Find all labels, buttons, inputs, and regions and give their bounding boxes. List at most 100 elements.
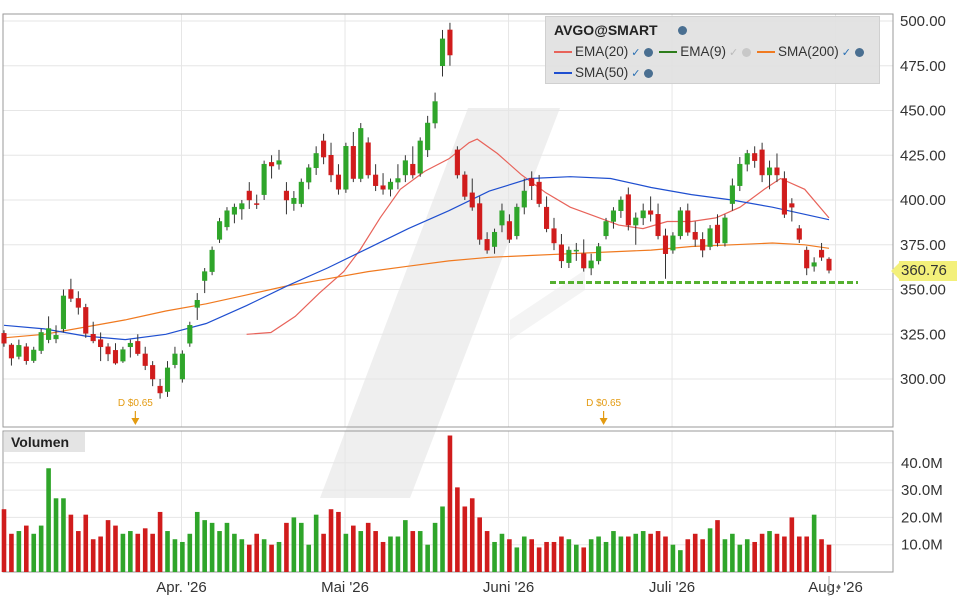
legend-item-ema9[interactable]: EMA(9) ✓ bbox=[659, 44, 752, 59]
volume-bar bbox=[551, 541, 557, 572]
candle-body bbox=[447, 29, 453, 56]
volume-bar bbox=[432, 522, 438, 572]
candle-body bbox=[53, 335, 59, 340]
volume-bar bbox=[566, 539, 572, 572]
price-tick-label: 475.00 bbox=[900, 58, 946, 75]
volume-tick-label: 30.0M bbox=[901, 482, 943, 499]
candle-body bbox=[648, 210, 654, 215]
last-price-pointer bbox=[891, 263, 899, 279]
volume-bar bbox=[38, 525, 44, 572]
volume-bar bbox=[120, 533, 126, 572]
candle-body bbox=[380, 185, 386, 190]
legend-label-sma200: SMA(200) bbox=[778, 44, 839, 59]
eye-icon[interactable] bbox=[742, 47, 752, 57]
candle-body bbox=[789, 203, 795, 208]
volume-bar bbox=[588, 539, 594, 572]
candle-body bbox=[343, 146, 349, 190]
candle-body bbox=[410, 163, 416, 176]
candle-body bbox=[269, 162, 275, 167]
candle-body bbox=[499, 210, 505, 226]
candle-body bbox=[276, 160, 282, 165]
candle-body bbox=[60, 295, 67, 330]
volume-bar bbox=[692, 533, 698, 572]
candle-body bbox=[662, 235, 669, 254]
legend-item-sma50[interactable]: SMA(50) ✓ bbox=[554, 65, 654, 80]
volume-bar bbox=[573, 544, 579, 572]
volume-bar bbox=[68, 514, 74, 572]
volume-tick-label: 40.0M bbox=[901, 455, 943, 472]
candle-body bbox=[194, 299, 200, 308]
legend-row-1: EMA(20) ✓ EMA(9) ✓ SMA(200) ✓ bbox=[554, 44, 866, 59]
legend-item-ema20[interactable]: EMA(20) ✓ bbox=[554, 44, 654, 59]
volume-bar bbox=[722, 539, 728, 572]
candle-body bbox=[105, 346, 111, 355]
volume-bar bbox=[447, 435, 453, 572]
volume-bar bbox=[76, 531, 81, 572]
volume-bar bbox=[291, 517, 297, 572]
candle-body bbox=[633, 217, 639, 226]
candle-body bbox=[157, 385, 163, 394]
volume-bar bbox=[217, 531, 222, 572]
candle-body bbox=[142, 353, 148, 366]
candle-body bbox=[254, 203, 260, 205]
volume-bar bbox=[83, 514, 89, 572]
candle-body bbox=[8, 344, 14, 359]
volume-bar bbox=[477, 517, 482, 572]
eye-icon[interactable] bbox=[678, 26, 687, 35]
candle-body bbox=[692, 231, 698, 240]
volume-bar bbox=[113, 525, 118, 572]
date-tick-label: Juni '26 bbox=[483, 579, 534, 596]
candle-body bbox=[120, 349, 126, 362]
check-icon: ✓ bbox=[729, 47, 739, 59]
legend-item-sma200[interactable]: SMA(200) ✓ bbox=[757, 44, 864, 59]
volume-bar bbox=[811, 514, 817, 572]
volume-bar bbox=[53, 498, 59, 572]
eye-icon[interactable] bbox=[855, 47, 864, 57]
dividend-label: D $0.65 bbox=[118, 398, 153, 409]
candle-body bbox=[514, 206, 520, 237]
sma200-swatch bbox=[757, 51, 775, 54]
price-tick-label: 450.00 bbox=[900, 103, 946, 120]
volume-bar bbox=[380, 541, 386, 572]
volume-bar bbox=[150, 533, 155, 572]
volume-bar bbox=[306, 544, 312, 572]
eye-icon[interactable] bbox=[644, 47, 654, 57]
volume-bar bbox=[410, 531, 416, 572]
candle-body bbox=[558, 244, 564, 262]
volume-panel-title: Volumen bbox=[4, 432, 85, 452]
legend-title: AVGO@SMART bbox=[554, 22, 658, 38]
candle-body bbox=[231, 206, 237, 215]
overlay-sma50 bbox=[3, 176, 830, 341]
candle-body bbox=[306, 167, 312, 183]
volume-bar bbox=[529, 539, 535, 572]
volume-bar bbox=[685, 539, 691, 572]
volume-bar bbox=[499, 533, 505, 572]
volume-bar bbox=[462, 506, 468, 572]
candle-body bbox=[454, 149, 460, 176]
eye-icon[interactable] bbox=[644, 68, 654, 78]
candle-body bbox=[150, 365, 156, 380]
candle-body bbox=[387, 181, 394, 190]
candle-body bbox=[826, 258, 832, 271]
price-tick-label: 400.00 bbox=[900, 192, 946, 209]
candle-body bbox=[261, 163, 267, 195]
scroll-arrow-icon: ♦ bbox=[836, 582, 841, 593]
price-tick-label: 500.00 bbox=[900, 13, 946, 30]
candle-body bbox=[618, 199, 624, 211]
volume-bar bbox=[789, 517, 795, 572]
candle-body bbox=[573, 249, 579, 252]
date-tick-label: Apr. '26 bbox=[156, 579, 206, 596]
volume-tick-label: 20.0M bbox=[901, 509, 943, 526]
candle-body bbox=[298, 181, 304, 204]
date-axis: Apr. '26 Mai '26 Juni '26 Juli '26 Aug. '26♦ bbox=[156, 576, 863, 596]
volume-bar bbox=[194, 511, 200, 572]
candle-body bbox=[172, 353, 178, 365]
candle-body bbox=[425, 122, 431, 151]
volume-bar bbox=[603, 541, 609, 572]
price-tick-label: 375.00 bbox=[900, 237, 946, 254]
candle-body bbox=[38, 332, 44, 351]
candle-body bbox=[239, 203, 245, 210]
candle-body bbox=[358, 128, 364, 179]
candle-body bbox=[477, 203, 483, 240]
check-icon: ✓ bbox=[631, 47, 641, 59]
